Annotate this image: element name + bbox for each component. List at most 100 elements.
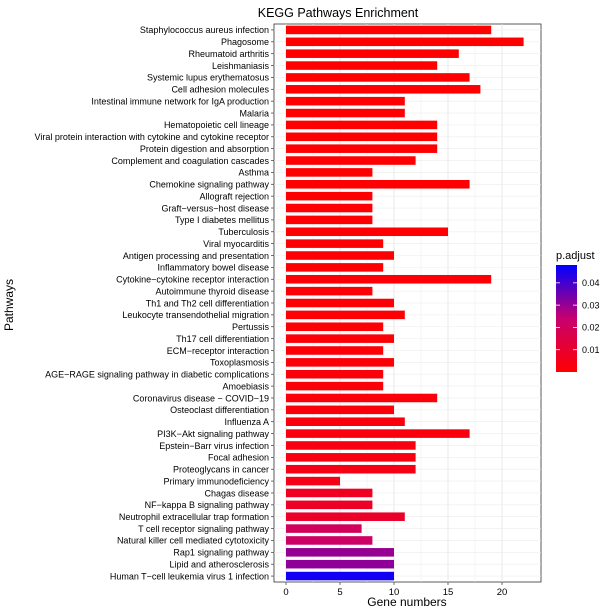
category-label: Viral protein interaction with cytokine … [35,132,269,142]
x-tick-label: 10 [389,587,400,598]
bar [286,168,373,177]
category-label: Natural killer cell mediated cytotoxicit… [117,536,270,546]
bar [286,73,470,82]
legend-tick-label: 0.02 [582,323,600,333]
bar [286,417,405,426]
bar [286,536,373,545]
category-label: Viral myocarditis [203,239,269,249]
bar [286,476,340,486]
x-tick-label: 5 [337,587,342,598]
bar [286,405,394,415]
category-label: Antigen processing and presentation [123,251,269,261]
bar [286,453,416,462]
category-label: Cytokine−cytokine receptor interaction [116,275,269,285]
category-label: Th17 cell differentiation [176,334,269,344]
bar [286,180,470,189]
p-adjust-legend: p.adjust 0.01 0.02 0.03 0.04 [556,250,600,372]
bar [286,156,416,165]
bar [286,334,394,343]
category-label: Leishmaniasis [212,61,270,71]
bar [286,132,438,142]
x-tick-label: 0 [283,587,288,598]
category-label: Neutrophil extracellular trap formation [119,512,269,522]
legend-tick-label: 0.01 [582,345,600,355]
category-label: Epstein−Barr virus infection [159,441,269,451]
category-label: Intestinal immune network for IgA produc… [91,96,269,106]
category-label: Tuberculosis [218,227,269,237]
bar [286,274,492,284]
category-label: Chemokine signaling pathway [149,180,269,190]
bar [286,25,492,35]
bar [286,108,405,118]
category-label: AGE−RAGE signaling pathway in diabetic c… [45,370,269,380]
category-labels: Staphylococcus aureus infection Phagosome… [35,25,274,581]
category-label: T cell receptor signaling pathway [138,524,269,534]
category-label: Systemic lupus erythematosus [147,73,270,83]
category-label: Protein digestion and absorption [140,144,269,154]
legend-colorbar [556,265,577,372]
category-label: Osteoclast differentiation [170,405,269,415]
category-label: Lipid and atherosclerosis [169,559,269,569]
bar [286,251,394,260]
bar [286,381,384,391]
bar [286,96,405,106]
bar [286,286,373,296]
bar [286,215,373,225]
category-label: Toxoplasmosis [210,358,270,368]
category-label: Staphylococcus aureus infection [140,25,269,35]
bar [286,548,394,557]
bar [286,571,394,581]
category-label: PI3K−Akt signaling pathway [157,429,269,439]
bar [286,393,438,403]
category-label: Type I diabetes mellitus [175,215,270,225]
category-label: Focal adhesion [208,453,269,463]
bar [286,61,438,70]
bar-layer [286,25,524,581]
category-label: Human T−cell leukemia virus 1 infection [110,571,269,581]
category-label: Amoebiasis [222,381,269,391]
bar [286,239,384,248]
legend-title: p.adjust [556,250,595,262]
bar [286,464,416,474]
bar [286,37,524,47]
bar [286,227,448,237]
category-label: Inflammatory bowel disease [157,263,269,273]
bar [286,120,438,130]
category-label: Influenza A [224,417,269,427]
bar [286,49,459,58]
x-axis: 0 5 10 15 20 [283,582,507,598]
category-label: Asthma [238,168,269,178]
bar [286,298,394,308]
x-tick-label: 20 [497,587,508,598]
bar [286,346,384,355]
category-label: Rap1 signaling pathway [173,548,269,558]
legend-tick-label: 0.04 [582,278,600,288]
category-label: Autoimmune thyroid disease [155,286,269,296]
category-label: Phagosome [221,37,269,47]
y-axis-title: Pathways [2,279,16,331]
bar [286,512,405,521]
bar [286,322,384,332]
bar [286,310,405,320]
category-label: Rheumatoid arthritis [188,49,269,59]
category-label: Graft−versus−host disease [161,203,269,213]
category-label: Leukocyte transendothelial migration [122,310,269,320]
category-label: Pertussis [232,322,270,332]
bar [286,144,438,153]
legend-ticks: 0.01 0.02 0.03 0.04 [556,278,600,355]
category-label: Coronavirus disease − COVID−19 [133,393,269,403]
bar [286,441,416,450]
category-label: Hematopoietic cell lineage [164,120,269,130]
x-axis-title: Gene numbers [367,595,446,609]
category-label: Chagas disease [204,488,269,498]
bar [286,524,362,533]
category-label: Allograft rejection [199,191,269,201]
category-label: Complement and coagulation cascades [111,156,269,166]
category-label: Malaria [239,108,269,118]
category-label: Primary immunodeficiency [163,476,269,486]
bar [286,369,384,379]
bar [286,559,394,569]
bar [286,203,373,213]
category-label: NF−kappa B signaling pathway [145,500,270,510]
